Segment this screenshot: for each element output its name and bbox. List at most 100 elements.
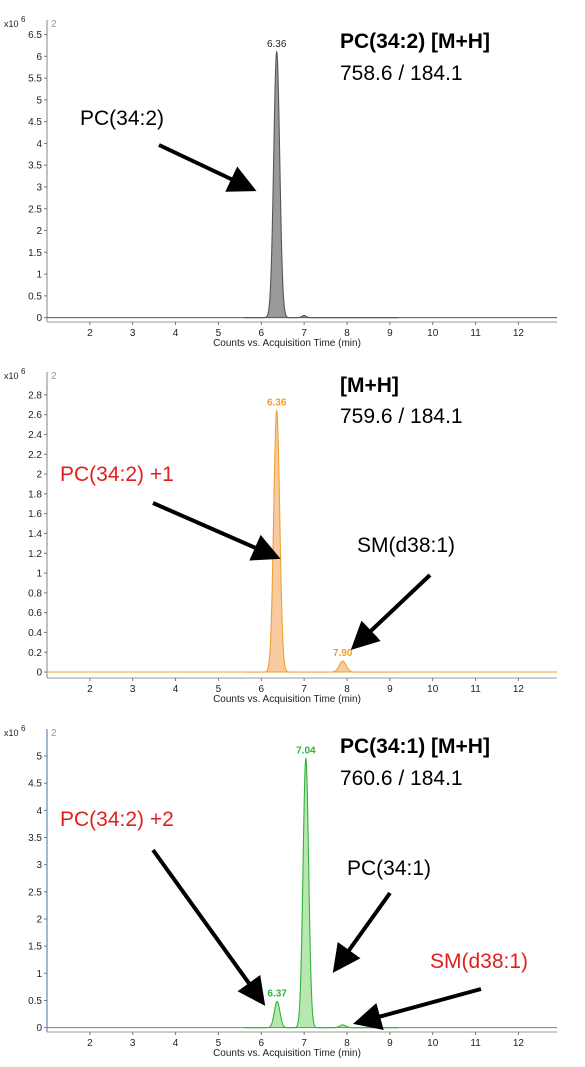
annotation-label: PC(34:2) +2 <box>60 808 174 831</box>
y-tick-label: 0 <box>36 313 42 324</box>
y-tick-label: 2 <box>36 226 42 237</box>
y-scale-exponent: 6 <box>21 15 26 24</box>
x-tick-label: 8 <box>344 684 350 695</box>
y-tick-label: 2.5 <box>28 887 42 898</box>
annotation-arrow <box>151 848 266 1006</box>
x-axis-label: Counts vs. Acquisition Time (min) <box>213 338 361 349</box>
trace-line <box>244 50 399 319</box>
x-tick-label: 5 <box>216 1038 222 1049</box>
y-tick-label: 0.5 <box>28 996 42 1007</box>
annotation-label: PC(34:2) +1 <box>60 463 174 486</box>
x-tick-label: 7 <box>301 328 307 339</box>
x-tick-label: 11 <box>470 1038 481 1049</box>
y-tick-label: 0.4 <box>28 628 42 639</box>
y-tick-label: 1 <box>36 569 42 580</box>
x-tick-label: 4 <box>173 328 179 339</box>
x-tick-label: 8 <box>344 328 350 339</box>
x-tick-label: 7 <box>301 684 307 695</box>
x-tick-label: 8 <box>344 1038 350 1049</box>
panel-number: 2 <box>51 728 57 739</box>
y-tick-label: 1.5 <box>28 942 42 953</box>
peak-label: 7.90 <box>333 648 353 659</box>
panel-number: 2 <box>51 371 57 382</box>
y-tick-label: 3.5 <box>28 161 42 172</box>
x-tick-label: 2 <box>87 328 93 339</box>
x-tick-label: 2 <box>87 684 93 695</box>
x-tick-label: 5 <box>216 684 222 695</box>
peak-label: 6.36 <box>267 39 287 50</box>
peak-label: 6.37 <box>267 989 287 1000</box>
chart-panel-1: 00.511.522.533.544.555.566.52 3 4 5 6 7 8 9 10 11… <box>4 15 557 349</box>
y-tick-label: 4.5 <box>28 117 42 128</box>
x-tick-label: 6 <box>259 1038 265 1049</box>
chart-panel-2: 0 0.2 0.4 0.6 0.8 1 1.2 1.4 1.6 1.8 2 2.2 2.4 2.6 2.8 2… <box>4 367 557 705</box>
x-tick-label: 7 <box>301 1038 307 1049</box>
annotation-label: SM(d38:1) <box>357 534 455 557</box>
x-axis-label: Counts vs. Acquisition Time (min) <box>213 694 361 705</box>
x-tick-label: 3 <box>130 684 136 695</box>
y-scale-exponent: 6 <box>21 724 26 733</box>
x-tick-label: 11 <box>470 328 481 339</box>
y-scale-label: x10 <box>4 728 19 738</box>
y-tick-label: 2.8 <box>28 390 42 401</box>
x-tick-label: 9 <box>387 684 393 695</box>
x-tick-label: 10 <box>427 684 439 695</box>
y-tick-label: 4.5 <box>28 779 42 790</box>
trace-line <box>244 409 399 673</box>
y-scale-label: x10 <box>4 19 19 29</box>
panel-subtitle: 758.6 / 184.1 <box>340 62 463 85</box>
y-tick-label: 0.8 <box>28 588 42 599</box>
y-tick-label: 1 <box>36 270 42 281</box>
trace-fill <box>244 51 399 318</box>
x-tick-label: 9 <box>387 328 393 339</box>
y-tick-label: 4 <box>36 806 42 817</box>
annotation-arrow <box>152 501 281 561</box>
annotation-arrow <box>353 987 482 1031</box>
peak-label: 7.04 <box>296 746 316 757</box>
annotation-label: PC(34:2) <box>80 107 164 130</box>
y-tick-label: 5 <box>36 95 42 106</box>
x-tick-label: 10 <box>427 328 439 339</box>
y-tick-label: 1.4 <box>28 529 42 540</box>
y-tick-label: 0.2 <box>28 648 42 659</box>
x-tick-label: 9 <box>387 1038 393 1049</box>
y-tick-label: 6 <box>36 52 42 63</box>
trace-line <box>244 756 399 1029</box>
panel-title: [M+H] <box>340 374 399 397</box>
y-tick-label: 6.5 <box>28 30 42 41</box>
panel-subtitle: 759.6 / 184.1 <box>340 405 463 428</box>
y-tick-label: 3.5 <box>28 833 42 844</box>
annotation-label: SM(d38:1) <box>430 950 528 973</box>
x-tick-label: 6 <box>259 328 265 339</box>
y-tick-label: 3 <box>36 860 42 871</box>
y-tick-label: 5 <box>36 752 42 763</box>
y-tick-label: 4 <box>36 139 42 150</box>
y-tick-label: 0.5 <box>28 291 42 302</box>
y-tick-label: 2 <box>36 914 42 925</box>
y-tick-label: 1 <box>36 969 42 980</box>
y-tick-label: 2.5 <box>28 204 42 215</box>
x-tick-label: 12 <box>513 684 525 695</box>
x-tick-label: 4 <box>173 1038 179 1049</box>
x-axis-label: Counts vs. Acquisition Time (min) <box>213 1048 361 1059</box>
panel-number: 2 <box>51 19 57 30</box>
y-scale-label: x10 <box>4 371 19 381</box>
y-scale-exponent: 6 <box>21 367 26 376</box>
x-tick-label: 3 <box>130 328 136 339</box>
y-tick-label: 1.6 <box>28 509 42 520</box>
y-tick-label: 1.2 <box>28 549 42 560</box>
y-tick-label: 2.4 <box>28 430 42 441</box>
annotation-arrow <box>350 573 432 650</box>
y-tick-label: 0 <box>36 668 42 679</box>
y-tick-label: 3 <box>36 182 42 193</box>
panel-title: PC(34:2) [M+H] <box>340 30 490 53</box>
x-tick-label: 10 <box>427 1038 439 1049</box>
x-tick-label: 11 <box>470 684 481 695</box>
x-tick-label: 3 <box>130 1038 136 1049</box>
y-tick-label: 0 <box>36 1023 42 1034</box>
y-tick-label: 5.5 <box>28 74 42 85</box>
y-tick-label: 1.8 <box>28 489 42 500</box>
trace-fill <box>244 758 399 1028</box>
